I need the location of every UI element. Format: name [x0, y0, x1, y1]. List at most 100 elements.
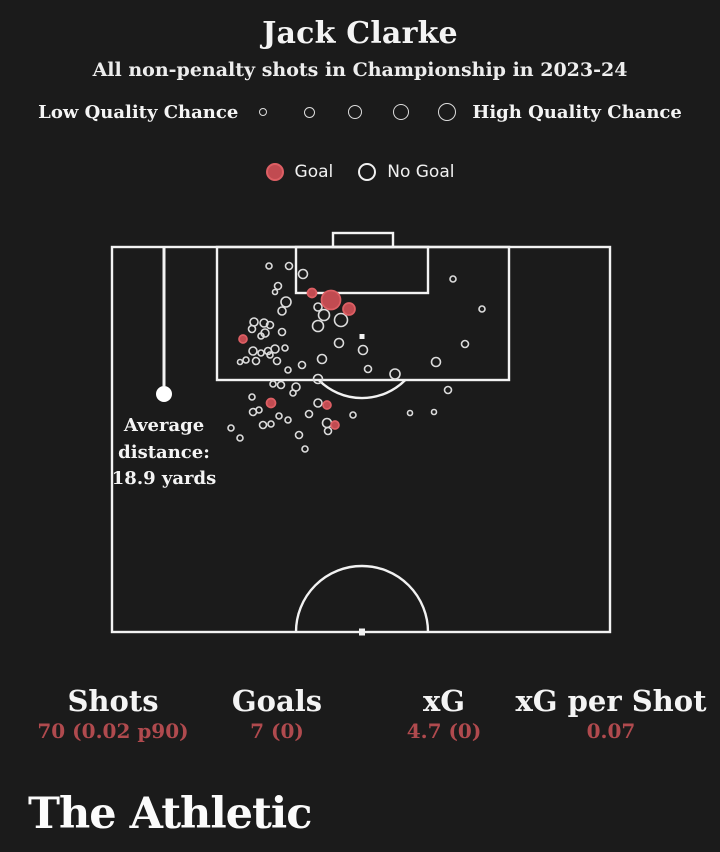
goal-dot-icon	[265, 163, 284, 181]
brand-logo: The Athletic	[28, 789, 312, 839]
average-distance-line-1: Average	[123, 415, 205, 436]
shot-dot-no-goal	[267, 420, 275, 428]
shot-dot-goal	[238, 334, 248, 344]
shot-dot-no-goal	[272, 356, 282, 366]
chance-quality-legend: Low Quality Chance High Quality Chance	[0, 96, 720, 128]
stat-xg: xG 4.7 (0)	[407, 686, 482, 743]
stat-value: 0.07	[586, 719, 636, 743]
shot-dot-no-goal	[460, 339, 470, 349]
shot-dot-no-goal	[255, 406, 263, 414]
shot-dot-no-goal	[284, 366, 292, 374]
shot-dot-no-goal	[443, 385, 453, 395]
stat-value: 7 (0)	[250, 719, 304, 743]
shot-dot-no-goal	[277, 306, 287, 316]
size-legend-dot	[348, 105, 363, 119]
shot-dot-no-goal	[259, 318, 269, 328]
stat-value: 70 (0.02 p90)	[37, 719, 189, 743]
shot-dot-goal	[306, 287, 318, 299]
shot-dot-no-goal	[311, 319, 325, 333]
shot-dot-no-goal	[406, 409, 414, 417]
shot-dot-no-goal	[333, 312, 349, 328]
shot-dot-no-goal	[430, 356, 442, 368]
shot-dot-no-goal	[280, 296, 292, 308]
goal-label: Goal	[294, 162, 334, 182]
shot-dot-no-goal	[258, 420, 268, 430]
shot-dot-no-goal	[227, 424, 235, 432]
shot-dot-no-goal	[236, 358, 244, 366]
stat-value: 4.7 (0)	[406, 719, 482, 743]
shot-dot-no-goal	[281, 344, 289, 352]
stats-row: Shots 70 (0.02 p90) Goals 7 (0) xG 4.7 (…	[0, 686, 720, 746]
stat-label: Goals	[231, 684, 323, 718]
outcome-legend: Goal No Goal	[0, 158, 720, 186]
shot-dot-no-goal	[313, 398, 323, 408]
centre-circle	[294, 564, 430, 633]
shot-dot-goal	[330, 420, 340, 430]
shot-dot-no-goal	[349, 411, 357, 419]
shot-dot-no-goal	[357, 344, 369, 356]
high-quality-label: High Quality Chance	[472, 101, 682, 123]
centre-spot	[359, 628, 365, 636]
shot-dot-no-goal	[333, 337, 345, 349]
shot-dot-no-goal	[248, 393, 256, 401]
size-legend-dots	[240, 103, 470, 121]
shot-dot-no-goal	[273, 281, 283, 291]
shot-dot-goal	[322, 400, 332, 410]
size-legend-slot	[424, 103, 470, 121]
low-quality-label: Low Quality Chance	[38, 101, 239, 123]
shot-dot-no-goal	[266, 351, 274, 359]
page-title: Jack Clarke	[262, 16, 458, 51]
shot-dot-no-goal	[363, 364, 373, 374]
stat-label: xG per Shot	[515, 684, 707, 718]
shot-dot-no-goal	[478, 305, 486, 313]
shot-dot-no-goal	[271, 288, 279, 296]
stat-label: Shots	[67, 684, 159, 718]
shot-dot-no-goal	[323, 426, 333, 436]
size-legend-dot	[303, 106, 315, 118]
shot-dot-no-goal	[269, 380, 277, 388]
shot-dot-goal	[265, 397, 277, 409]
shot-dot-no-goal	[317, 308, 331, 322]
size-legend-slot	[286, 106, 332, 118]
stat-xg-per-shot: xG per Shot 0.07	[515, 686, 706, 743]
shot-dot-no-goal	[251, 356, 261, 366]
average-distance-marker	[156, 386, 172, 402]
stat-label: xG	[422, 684, 466, 718]
shot-dot-no-goal	[389, 368, 401, 380]
shot-dot-no-goal	[276, 380, 286, 390]
penalty-spot	[359, 334, 365, 339]
shot-dot-no-goal	[247, 324, 257, 334]
no-goal-dot-icon	[358, 163, 377, 181]
shot-dot-no-goal	[263, 346, 273, 356]
shot-dot-no-goal	[294, 430, 304, 440]
shot-dot-no-goal	[248, 346, 258, 356]
goal-frame	[331, 231, 395, 249]
shot-dot-no-goal	[321, 417, 333, 429]
six-yard-box	[294, 245, 430, 295]
shots-layer	[227, 261, 486, 453]
shot-dot-no-goal	[297, 268, 309, 280]
size-legend-dot	[259, 108, 268, 116]
stat-shots: Shots 70 (0.02 p90)	[37, 686, 188, 743]
shot-dot-no-goal	[301, 445, 309, 453]
stat-goals: Goals 7 (0)	[232, 686, 322, 743]
shot-dot-no-goal	[236, 434, 244, 442]
shot-dot-no-goal	[284, 416, 292, 424]
shot-dot-no-goal	[316, 353, 328, 365]
shot-dot-no-goal	[265, 320, 275, 330]
shot-dot-no-goal	[313, 302, 323, 312]
shot-dot-no-goal	[449, 275, 457, 283]
shot-dot-goal	[320, 289, 342, 311]
penalty-arc	[317, 379, 407, 400]
average-distance-label: Average distance: 18.9 yards	[112, 413, 216, 493]
penalty-box	[215, 245, 511, 382]
size-legend-slot	[240, 108, 286, 116]
shot-dot-no-goal	[257, 349, 265, 357]
size-legend-slot	[378, 104, 424, 120]
page-subtitle: All non-penalty shots in Championship in…	[92, 59, 628, 81]
shot-dot-no-goal	[284, 261, 294, 271]
size-legend-slot	[332, 105, 378, 119]
shot-dot-no-goal	[304, 409, 314, 419]
